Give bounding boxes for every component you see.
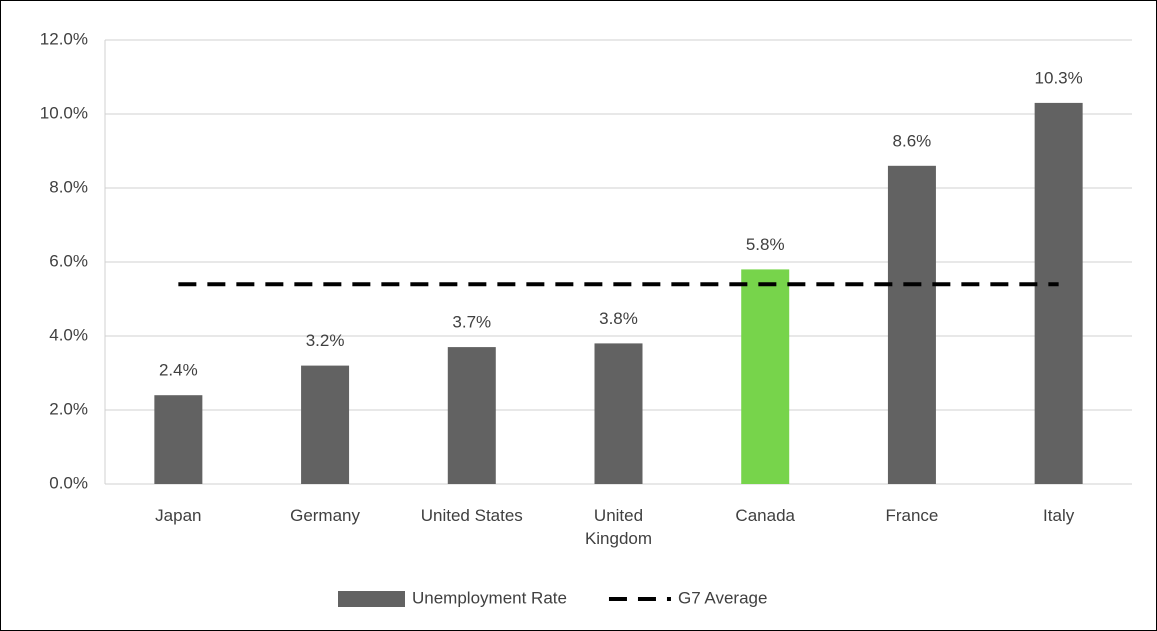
data-label: 2.4% [159, 361, 198, 380]
bar [887, 165, 936, 485]
x-tick-label: Germany [290, 506, 361, 525]
data-label: 3.7% [452, 313, 491, 332]
bar [1034, 102, 1083, 485]
bar [154, 395, 203, 484]
data-label: 3.8% [599, 309, 638, 328]
x-tick-label: Japan [155, 506, 202, 525]
x-tick-label: Canada [735, 506, 795, 525]
y-tick-label: 12.0% [40, 29, 88, 48]
bar [301, 365, 350, 484]
x-tick-label: France [885, 506, 939, 525]
x-tick-label: United Kingdom [584, 506, 653, 548]
x-tick-label: Italy [1043, 506, 1075, 525]
data-label: 8.6% [893, 131, 932, 150]
x-tick-label: United States [420, 506, 523, 525]
legend-label: Unemployment Rate [412, 588, 567, 607]
legend-label: G7 Average [678, 588, 767, 607]
y-tick-label: 2.0% [49, 399, 88, 418]
data-label: 10.3% [1035, 68, 1083, 87]
data-label: 3.2% [306, 331, 345, 350]
bar [447, 347, 496, 484]
y-tick-label: 10.0% [40, 103, 88, 122]
legend-swatch [338, 591, 405, 607]
y-tick-label: 8.0% [49, 177, 88, 196]
y-tick-label: 0.0% [49, 473, 88, 492]
y-tick-label: 6.0% [49, 251, 88, 270]
data-label: 5.8% [746, 235, 785, 254]
y-tick-label: 4.0% [49, 325, 88, 344]
bar [741, 269, 790, 484]
bar [594, 343, 643, 484]
